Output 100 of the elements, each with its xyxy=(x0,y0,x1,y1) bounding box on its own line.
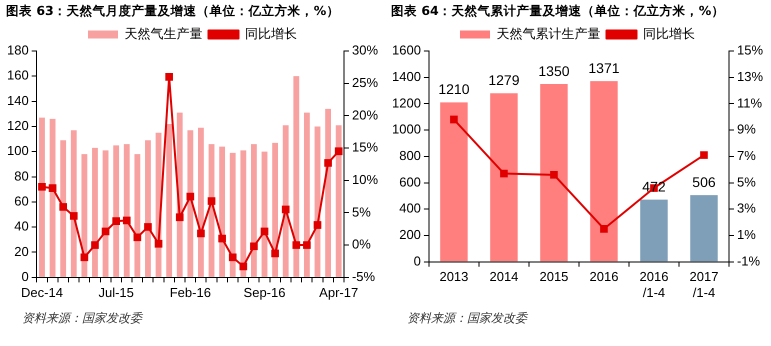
bar xyxy=(690,195,718,262)
y-tick-label: 140 xyxy=(6,92,29,108)
y-tick-label: 20 xyxy=(14,244,29,259)
point xyxy=(218,234,226,242)
data-label: 1371 xyxy=(588,60,620,76)
point xyxy=(208,197,216,205)
point xyxy=(59,203,68,211)
y2-tick-label: 11% xyxy=(736,95,762,110)
y2-tick-label: 10% xyxy=(352,172,378,187)
legend-label: 天然气生产量 xyxy=(124,26,202,42)
bar xyxy=(272,142,278,277)
y-tick-label: 160 xyxy=(6,68,29,83)
bar xyxy=(92,148,98,277)
point xyxy=(154,240,162,248)
y-tick-label: 1600 xyxy=(392,42,421,58)
point xyxy=(197,230,205,238)
y2-tick-label: 15% xyxy=(736,42,764,58)
y-tick-label: 600 xyxy=(399,174,421,190)
x-tick-label: 2014 xyxy=(489,269,518,284)
legend-label: 同比增长 xyxy=(245,26,297,42)
point xyxy=(324,159,332,167)
point xyxy=(165,73,173,81)
bar xyxy=(208,144,214,277)
text: 资料来源：国家发改委 xyxy=(406,310,529,327)
point xyxy=(500,170,508,178)
data-label: 506 xyxy=(692,174,716,190)
y-tick-label: 60 xyxy=(14,194,29,209)
y2-tick-label: -1% xyxy=(736,253,761,268)
x-tick-label: 2017 /1-4 xyxy=(690,269,718,300)
y-tick-label: 0 xyxy=(21,268,29,284)
y2-tick-label: 7% xyxy=(736,148,756,163)
y2-tick-label: 13% xyxy=(736,68,764,84)
bar xyxy=(293,76,300,277)
x-tick-label: Apr-17 xyxy=(319,284,358,300)
y-tick-label: 0 xyxy=(414,253,421,268)
y-tick-label: 1000 xyxy=(392,122,421,137)
bar xyxy=(490,93,518,262)
point xyxy=(282,206,290,214)
y2-tick-label: 30% xyxy=(352,42,378,58)
y-tick-label: 40 xyxy=(14,218,29,234)
bar xyxy=(262,152,268,277)
y-tick-label: 200 xyxy=(399,227,421,242)
x-tick-label: Jul-15 xyxy=(98,284,134,300)
chart-title: 图表 63：天然气月度产量及增速（单位：亿立方米，%） xyxy=(5,2,340,20)
x-tick-label: 2013 xyxy=(439,269,468,284)
bar xyxy=(304,112,310,277)
y-tick-label: 100 xyxy=(6,143,29,158)
bar xyxy=(336,125,342,277)
x-tick-label: Sep-16 xyxy=(244,284,286,300)
bar xyxy=(198,128,204,277)
y-tick-label: 1400 xyxy=(392,68,421,84)
x-tick-label: Feb-16 xyxy=(170,284,211,300)
y2-tick-label: 5% xyxy=(736,174,756,190)
bar xyxy=(325,108,331,277)
bar xyxy=(640,200,668,262)
point xyxy=(48,184,56,192)
y2-tick-label: 3% xyxy=(736,200,756,216)
point xyxy=(303,241,311,249)
y-tick-label: 400 xyxy=(399,200,421,216)
y2-tick-label: 0% xyxy=(352,236,372,252)
point xyxy=(70,212,78,220)
point xyxy=(314,221,322,229)
data-label: 1350 xyxy=(538,62,570,79)
y-tick-label: 1200 xyxy=(392,95,421,110)
y-tick-label: 800 xyxy=(399,148,421,163)
y2-tick-label: 20% xyxy=(352,107,378,122)
y-tick-label: 80 xyxy=(14,168,29,184)
point xyxy=(38,183,46,191)
point xyxy=(600,225,608,233)
point xyxy=(292,241,300,249)
data-label: 1279 xyxy=(488,72,520,88)
bar xyxy=(314,126,320,277)
data-label: 1210 xyxy=(438,81,470,98)
point xyxy=(250,242,258,250)
point xyxy=(700,151,708,159)
point xyxy=(271,250,279,258)
point xyxy=(122,216,131,224)
x-tick-label: Dec-14 xyxy=(21,284,63,300)
point xyxy=(260,228,268,236)
bar xyxy=(81,154,88,277)
x-tick-label: 2016 xyxy=(589,269,618,284)
point xyxy=(550,171,558,179)
bar xyxy=(50,118,56,277)
point xyxy=(144,223,152,231)
point xyxy=(450,116,458,124)
y-tick-label: 180 xyxy=(6,42,29,58)
y2-tick-label: 1% xyxy=(736,227,756,242)
x-tick-label: 2015 xyxy=(539,269,568,284)
bar xyxy=(145,140,151,277)
y-tick-label: 120 xyxy=(6,118,29,134)
point xyxy=(80,254,88,262)
y2-tick-label: 25% xyxy=(352,74,378,90)
bar xyxy=(590,81,618,262)
point xyxy=(334,147,343,156)
bar xyxy=(113,145,120,277)
point xyxy=(186,192,194,200)
legend-label: 同比增长 xyxy=(643,26,695,42)
bar xyxy=(219,146,226,277)
bar xyxy=(440,102,468,262)
point xyxy=(176,213,184,222)
